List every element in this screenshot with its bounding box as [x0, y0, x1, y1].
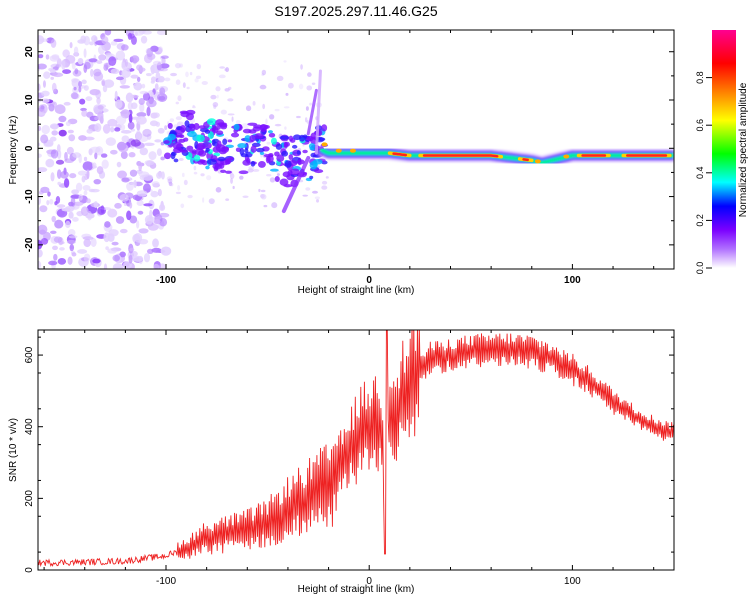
snr-ytick-label: 400: [24, 418, 35, 435]
colorbar-gradient: [712, 30, 736, 268]
snr-ytick-label: 600: [24, 346, 35, 363]
snr-xlabel: Height of straight line (km): [298, 584, 415, 595]
spectrogram-xtick-label: 0: [366, 275, 372, 286]
spectrogram-ylabel: Frequency (Hz): [8, 116, 19, 185]
signal-hot-spots: [321, 142, 672, 164]
colorbar-tick-label: 0.2: [695, 214, 705, 227]
spectrogram-image: [38, 30, 674, 269]
spectrogram-frame: [37, 29, 675, 270]
spectrogram-ytick-label: -10: [24, 189, 35, 204]
snr-series: [38, 330, 674, 568]
snr-ytick-label: 200: [24, 490, 35, 507]
colorbar-ticks: 0.0 0.2 0.4 0.6 0.8: [695, 71, 712, 274]
spectrogram-ytick-label: -20: [24, 237, 35, 252]
snr-xtick-label: 0: [366, 576, 372, 587]
spectrogram-xtick-label: -100: [156, 275, 176, 286]
spectrogram-xtick-label: 100: [564, 275, 581, 286]
snr-ticks: -100 0 100 0 200 400 600: [24, 330, 674, 587]
snr-line: [38, 330, 674, 568]
chart-title: S197.2025.297.11.46.G25: [274, 3, 437, 19]
snr-xtick-label: -100: [156, 576, 176, 587]
spectrogram-ytick-label: 10: [24, 94, 35, 106]
snr-ytick-label: 0: [24, 567, 35, 573]
snr-frame: [37, 329, 675, 571]
spectrogram-ytick-label: 20: [24, 46, 35, 58]
signal-streaks: [281, 69, 322, 214]
snr-ylabel: SNR (10 * v/v): [8, 418, 19, 482]
colorbar-label: Normalized spectral amplitude: [738, 82, 749, 217]
snr-xtick-label: 100: [564, 576, 581, 587]
snr-panel: -100 0 100 0 200 400 600 Height of straight li…: [8, 329, 675, 595]
signal-blobs: [163, 109, 329, 188]
spectrogram-xlabel: Height of straight line (km): [298, 285, 415, 296]
colorbar-tick-label: 0.6: [695, 119, 705, 132]
colorbar: 0.0 0.2 0.4 0.6 0.8 Normalized spectral ampl…: [695, 30, 749, 274]
noise-speckle: [38, 30, 329, 269]
colorbar-tick-label: 0.4: [695, 167, 705, 180]
spectrogram-ytick-label: 0: [24, 145, 35, 151]
colorbar-tick-label: 0.0: [695, 262, 705, 275]
colorbar-tick-label: 0.8: [695, 71, 705, 84]
